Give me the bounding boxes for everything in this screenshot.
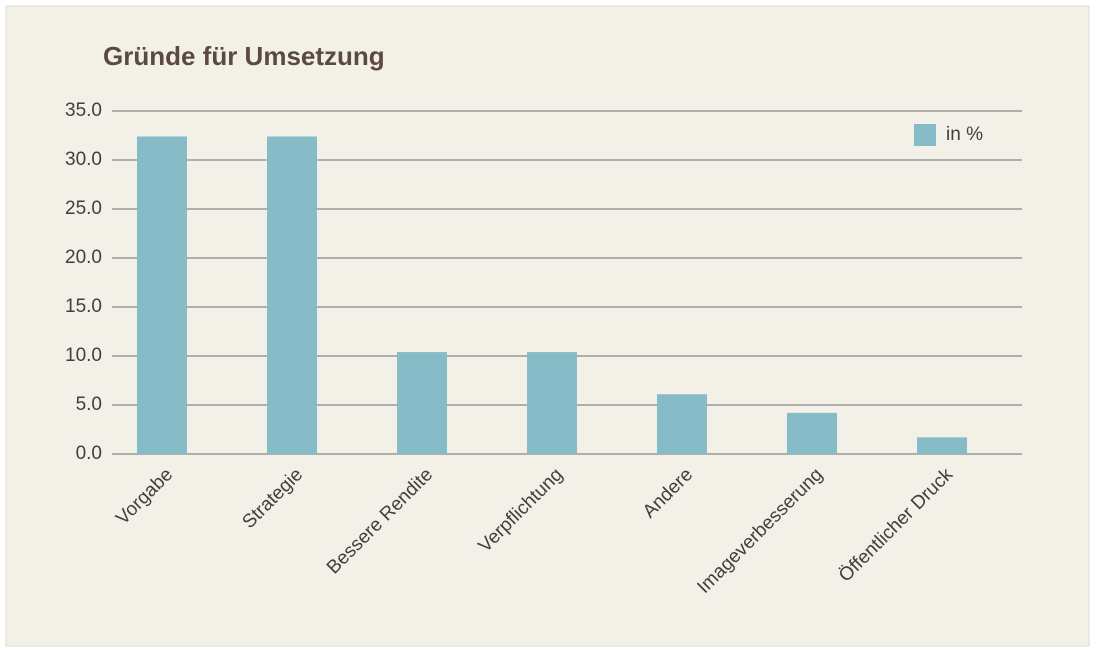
y-tick-label: 25.0 bbox=[65, 198, 102, 219]
bar bbox=[397, 352, 447, 454]
legend-swatch bbox=[914, 124, 936, 146]
y-tick-label: 0.0 bbox=[76, 443, 102, 464]
bar bbox=[267, 136, 317, 455]
bar bbox=[657, 394, 707, 454]
y-tick-label: 30.0 bbox=[65, 149, 102, 170]
y-tick-label: 5.0 bbox=[76, 394, 102, 415]
bar bbox=[527, 352, 577, 454]
y-tick-label: 15.0 bbox=[65, 296, 102, 317]
bar bbox=[137, 136, 187, 455]
y-tick-label: 20.0 bbox=[65, 247, 102, 268]
y-tick-label: 35.0 bbox=[65, 100, 102, 121]
chart-title: Gründe für Umsetzung bbox=[103, 41, 385, 71]
y-tick-label: 10.0 bbox=[65, 345, 102, 366]
legend-label: in % bbox=[946, 124, 983, 145]
bar bbox=[917, 437, 967, 454]
bar bbox=[787, 412, 837, 454]
